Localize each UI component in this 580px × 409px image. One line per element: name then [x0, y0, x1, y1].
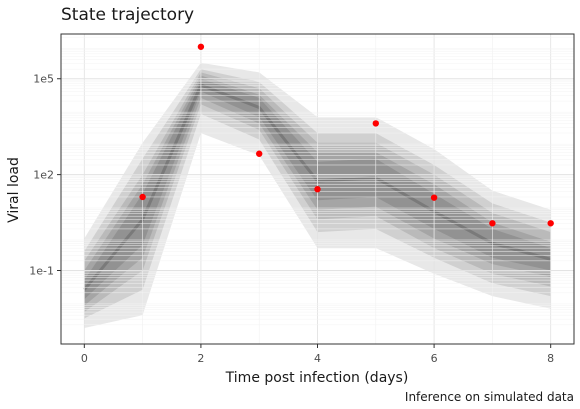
observed-points	[139, 43, 554, 227]
y-tick-label: 1e-1	[29, 264, 54, 277]
y-tick-label: 1e2	[33, 169, 54, 182]
grid-lines	[61, 34, 574, 344]
data-point	[314, 185, 321, 193]
chart-title: State trajectory	[61, 5, 194, 25]
y-tick-label: 1e5	[33, 73, 54, 86]
x-axis-ticks: 0 2 4 6 8	[81, 344, 554, 365]
y-axis-ticks: 1e-1 1e2 1e5	[29, 73, 61, 277]
data-point	[430, 194, 438, 201]
x-tick-label: 6	[431, 352, 438, 365]
x-axis-title: Time post infection (days)	[225, 370, 409, 386]
x-tick-label: 0	[81, 352, 88, 365]
x-tick-label: 8	[547, 352, 554, 365]
data-point	[139, 193, 146, 201]
data-point	[256, 150, 263, 157]
x-tick-label: 2	[197, 352, 204, 365]
y-axis-title: Viral load	[6, 157, 22, 223]
data-point	[197, 43, 205, 50]
data-point	[489, 220, 496, 227]
data-point	[372, 120, 379, 127]
x-tick-label: 4	[314, 352, 321, 365]
data-point	[547, 220, 554, 227]
chart-caption: Inference on simulated data	[405, 390, 574, 404]
